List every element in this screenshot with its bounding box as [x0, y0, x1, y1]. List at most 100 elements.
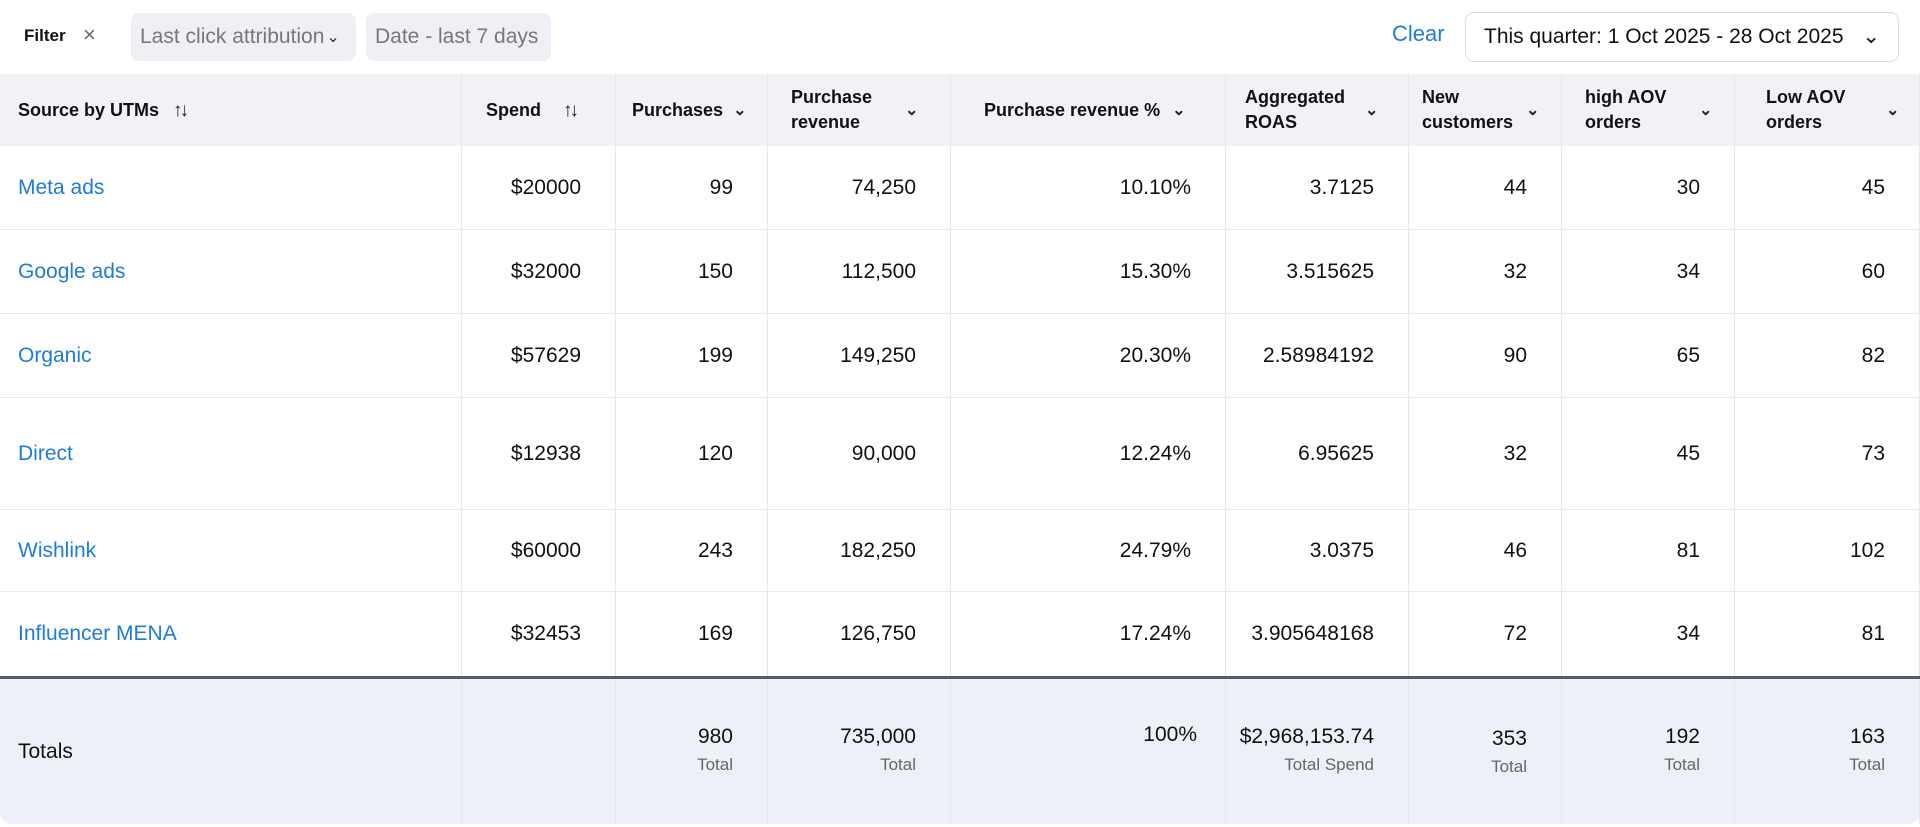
total-value: 353 — [1491, 727, 1527, 750]
data-table: Source by UTMs ↑↓ Spend ↑↓ Purchases ⌄ P… — [0, 74, 1920, 824]
high-aov-cell: 30 — [1562, 146, 1735, 229]
column-header-purchase-revenue[interactable]: Purchase revenue ⌄ — [768, 74, 951, 146]
spend-cell: $20000 — [462, 146, 616, 229]
table-row: Influencer MENA $32453 169 126,750 17.24… — [0, 592, 1920, 676]
source-link[interactable]: Organic — [18, 343, 92, 367]
roas-cell: 6.95625 — [1226, 398, 1409, 509]
total-caption: Total Spend — [1284, 755, 1374, 774]
column-header-high-aov[interactable]: high AOV orders ⌄ — [1562, 74, 1735, 146]
total-value: 163 — [1849, 725, 1885, 748]
totals-new-customers-cell: 353 Total — [1409, 679, 1562, 824]
spend-cell: $60000 — [462, 510, 616, 591]
purchases-cell: 99 — [616, 146, 768, 229]
chevron-down-icon: ⌄ — [1526, 101, 1540, 119]
new-customers-cell: 72 — [1409, 592, 1562, 676]
source-cell: Organic — [0, 314, 462, 397]
revenue-cell: 90,000 — [768, 398, 951, 509]
purchases-cell: 243 — [616, 510, 768, 591]
purchases-cell: 150 — [616, 230, 768, 313]
roas-cell: 3.0375 — [1226, 510, 1409, 591]
total-caption: Total — [697, 755, 733, 774]
close-icon[interactable]: × — [83, 22, 96, 47]
spend-cell: $57629 — [462, 314, 616, 397]
totals-row: Totals 980 Total 735,000 Total 100% $2,9… — [0, 676, 1920, 824]
filter-bar: Filter × Last click attribution ⌄ Date - … — [0, 0, 1920, 74]
column-header-low-aov[interactable]: Low AOV orders ⌄ — [1735, 74, 1920, 146]
revenue-pct-cell: 10.10% — [951, 146, 1226, 229]
revenue-pct-cell: 17.24% — [951, 592, 1226, 676]
filter-label: Filter — [24, 26, 66, 45]
totals-label: Totals — [18, 739, 73, 763]
chevron-down-icon: ⌄ — [905, 101, 919, 119]
column-header-aggregated-roas[interactable]: Aggregated ROAS ⌄ — [1226, 74, 1409, 146]
table-row: Google ads $32000 150 112,500 15.30% 3.5… — [0, 230, 1920, 314]
totals-purchases-cell: 980 Total — [616, 679, 768, 824]
attribution-dropdown[interactable]: Last click attribution ⌄ — [131, 13, 356, 61]
column-header-source[interactable]: Source by UTMs ↑↓ — [0, 74, 462, 146]
revenue-cell: 112,500 — [768, 230, 951, 313]
source-link[interactable]: Wishlink — [18, 538, 97, 562]
totals-revenue-pct-cell: 100% — [951, 679, 1226, 824]
sort-icon[interactable]: ↑↓ — [173, 99, 189, 121]
column-header-purchase-revenue-pct[interactable]: Purchase revenue % ⌄ — [951, 74, 1226, 146]
new-customers-cell: 32 — [1409, 230, 1562, 313]
revenue-cell: 126,750 — [768, 592, 951, 676]
high-aov-cell: 34 — [1562, 230, 1735, 313]
roas-cell: 3.7125 — [1226, 146, 1409, 229]
date-filter-chip[interactable]: Date - last 7 days — [366, 13, 551, 61]
chevron-down-icon: ⌄ — [733, 101, 747, 119]
table-row: Direct $12938 120 90,000 12.24% 6.95625 … — [0, 398, 1920, 510]
date-filter-label: Date - last 7 days — [375, 25, 539, 48]
new-customers-cell: 44 — [1409, 146, 1562, 229]
source-link[interactable]: Influencer MENA — [18, 622, 177, 645]
source-cell: Google ads — [0, 230, 462, 313]
column-header-new-customers[interactable]: New customers ⌄ — [1409, 74, 1562, 146]
purchases-cell: 120 — [616, 398, 768, 509]
chevron-down-icon: ⌄ — [326, 29, 340, 46]
low-aov-cell: 60 — [1735, 230, 1920, 313]
table-row: Meta ads $20000 99 74,250 10.10% 3.7125 … — [0, 146, 1920, 230]
total-value: 980 — [697, 725, 733, 748]
source-link[interactable]: Google ads — [18, 259, 126, 283]
totals-spend-cell — [462, 679, 616, 824]
chevron-down-icon: ⌄ — [1699, 101, 1713, 119]
source-link[interactable]: Direct — [18, 441, 73, 465]
revenue-cell: 182,250 — [768, 510, 951, 591]
roas-cell: 2.58984192 — [1226, 314, 1409, 397]
total-value: 735,000 — [840, 725, 916, 748]
table-header: Source by UTMs ↑↓ Spend ↑↓ Purchases ⌄ P… — [0, 74, 1920, 146]
attribution-dropdown-label: Last click attribution — [140, 25, 325, 48]
chevron-down-icon: ⌄ — [1886, 101, 1900, 119]
source-cell: Wishlink — [0, 510, 462, 591]
spend-cell: $32000 — [462, 230, 616, 313]
spend-cell: $12938 — [462, 398, 616, 509]
high-aov-cell: 34 — [1562, 592, 1735, 676]
total-value: 100% — [1143, 723, 1197, 746]
totals-label-cell: Totals — [0, 679, 462, 824]
low-aov-cell: 102 — [1735, 510, 1920, 591]
revenue-pct-cell: 24.79% — [951, 510, 1226, 591]
low-aov-cell: 73 — [1735, 398, 1920, 509]
source-link[interactable]: Meta ads — [18, 175, 105, 199]
date-range-picker[interactable]: This quarter: 1 Oct 2025 - 28 Oct 2025 ⌄ — [1465, 12, 1899, 62]
new-customers-cell: 32 — [1409, 398, 1562, 509]
sort-icon[interactable]: ↑↓ — [563, 99, 579, 121]
total-value: $2,968,153.74 — [1239, 725, 1374, 748]
table-row: Wishlink $60000 243 182,250 24.79% 3.037… — [0, 510, 1920, 592]
chevron-down-icon: ⌄ — [1862, 25, 1880, 48]
totals-high-aov-cell: 192 Total — [1562, 679, 1735, 824]
clear-button[interactable]: Clear — [1392, 21, 1445, 46]
column-header-spend[interactable]: Spend ↑↓ — [462, 74, 616, 146]
roas-cell: 3.515625 — [1226, 230, 1409, 313]
totals-low-aov-cell: 163 Total — [1735, 679, 1920, 824]
total-caption: Total — [880, 755, 916, 774]
purchases-cell: 169 — [616, 592, 768, 676]
revenue-cell: 74,250 — [768, 146, 951, 229]
revenue-cell: 149,250 — [768, 314, 951, 397]
low-aov-cell: 81 — [1735, 592, 1920, 676]
new-customers-cell: 46 — [1409, 510, 1562, 591]
column-header-purchases[interactable]: Purchases ⌄ — [616, 74, 768, 146]
revenue-pct-cell: 15.30% — [951, 230, 1226, 313]
source-cell: Direct — [0, 398, 462, 509]
